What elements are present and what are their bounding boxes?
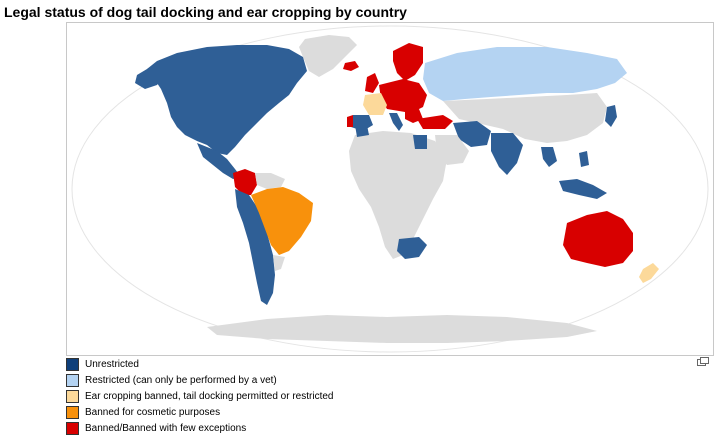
colombia xyxy=(233,169,257,195)
egypt xyxy=(413,135,427,149)
legend-item-banned: Banned/Banned with few exceptions xyxy=(66,421,686,437)
south-africa xyxy=(397,237,427,259)
india xyxy=(491,133,523,175)
portugal xyxy=(347,115,353,127)
iceland xyxy=(343,61,359,71)
japan xyxy=(605,105,617,127)
legend-label: Banned/Banned with few exceptions xyxy=(85,423,247,434)
france xyxy=(363,93,387,115)
central-asia xyxy=(443,93,607,143)
legend-label: Banned for cosmetic purposes xyxy=(85,407,221,418)
north-america xyxy=(147,45,307,155)
legend-swatch xyxy=(66,390,79,403)
italy xyxy=(389,113,403,131)
brazil xyxy=(251,187,313,255)
world-map xyxy=(66,22,714,356)
antarctica xyxy=(207,315,597,343)
legend-label: Ear cropping banned, tail docking permit… xyxy=(85,391,334,402)
legend-item-restricted: Restricted (can only be performed by a v… xyxy=(66,373,686,389)
new-zealand xyxy=(639,263,659,283)
legend-label: Restricted (can only be performed by a v… xyxy=(85,375,277,386)
map-legend: Unrestricted Restricted (can only be per… xyxy=(66,357,686,437)
central-america xyxy=(197,143,241,179)
legend-swatch xyxy=(66,406,79,419)
indonesia xyxy=(559,179,607,199)
central-europe xyxy=(379,79,427,113)
legend-swatch xyxy=(66,358,79,371)
australia xyxy=(563,211,633,267)
legend-item-ear-cropping-banned: Ear cropping banned, tail docking permit… xyxy=(66,389,686,405)
uk xyxy=(365,73,379,93)
alaska xyxy=(135,63,165,89)
middle-east xyxy=(453,121,491,147)
map-title: Legal status of dog tail docking and ear… xyxy=(4,4,407,20)
se-asia xyxy=(541,147,557,167)
legend-swatch xyxy=(66,374,79,387)
south-america-west xyxy=(235,189,275,305)
scandinavia xyxy=(393,43,423,81)
legend-item-banned-cosmetic: Banned for cosmetic purposes xyxy=(66,405,686,421)
legend-swatch xyxy=(66,422,79,435)
enlarge-icon[interactable] xyxy=(697,357,709,366)
greenland xyxy=(299,35,357,77)
legend-label: Unrestricted xyxy=(85,359,139,370)
turkey xyxy=(417,115,453,129)
venezuela xyxy=(255,173,285,189)
legend-item-unrestricted: Unrestricted xyxy=(66,357,686,373)
philippines xyxy=(579,151,589,167)
africa xyxy=(349,131,447,259)
russia xyxy=(423,47,627,101)
uruguay xyxy=(273,255,285,271)
north-africa-west xyxy=(355,125,369,137)
